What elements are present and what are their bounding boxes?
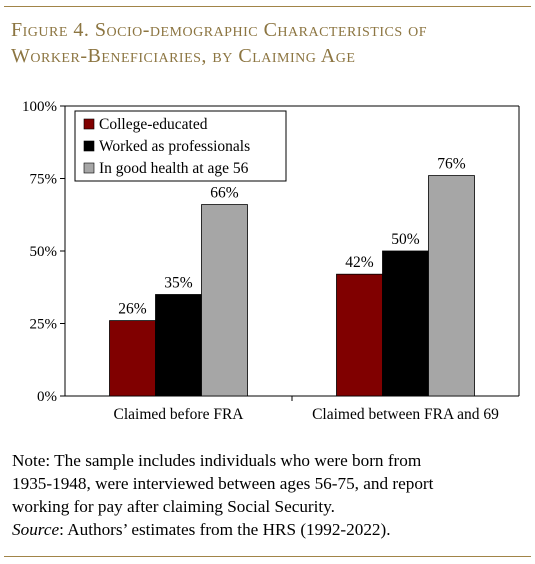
x-category-label: Claimed before FRA xyxy=(113,406,244,423)
bar xyxy=(155,294,202,397)
data-label: 66% xyxy=(210,185,239,202)
note-line-1: Note: The sample includes individuals wh… xyxy=(12,451,422,470)
bottom-rule xyxy=(4,556,531,557)
legend-box xyxy=(74,110,287,182)
source-line: Source: Authors’ estimates from the HRS … xyxy=(12,518,527,541)
figure-title-line-1: Figure 4. Socio-demographic Characterist… xyxy=(11,19,428,41)
bar-chart: 0% 25% 50% 75% 100% 26% 35% 66% Claimed before F… xyxy=(22,99,520,423)
legend-swatch xyxy=(83,140,95,152)
y-tick-label: 100% xyxy=(22,99,57,115)
x-category-label: Claimed between FRA and 69 xyxy=(312,406,499,423)
data-label: 42% xyxy=(345,254,374,271)
bar xyxy=(428,175,475,397)
top-rule xyxy=(4,6,531,7)
y-tick-label: 0% xyxy=(37,389,57,405)
data-label: 26% xyxy=(118,301,147,318)
data-label: 50% xyxy=(391,231,420,248)
note-line-2: 1935-1948, were interviewed between ages… xyxy=(12,474,434,493)
bar xyxy=(109,320,156,397)
figure-title-line-2: Worker-Beneficiaries, by Claiming Age xyxy=(11,45,356,67)
bar xyxy=(382,250,429,397)
legend-label: College-educated xyxy=(99,116,208,133)
legend-swatch xyxy=(83,118,95,130)
figure-title: Figure 4. Socio-demographic Characterist… xyxy=(11,17,526,69)
figure-note: Note: The sample includes individuals wh… xyxy=(12,449,527,541)
source-label: Source xyxy=(12,520,60,539)
note-line-3: working for pay after claiming Social Se… xyxy=(12,497,335,516)
bar xyxy=(336,273,383,397)
y-tick-label: 75% xyxy=(30,172,58,188)
data-label: 76% xyxy=(437,156,466,173)
source-text: : Authors’ estimates from the HRS (1992-… xyxy=(59,520,391,539)
legend-label: Worked as professionals xyxy=(99,138,250,155)
bar xyxy=(201,204,248,397)
y-tick-label: 25% xyxy=(30,317,58,333)
data-label: 35% xyxy=(164,275,193,292)
legend-swatch xyxy=(83,162,95,174)
y-tick-label: 50% xyxy=(30,244,58,260)
legend-label: In good health at age 56 xyxy=(99,160,249,177)
